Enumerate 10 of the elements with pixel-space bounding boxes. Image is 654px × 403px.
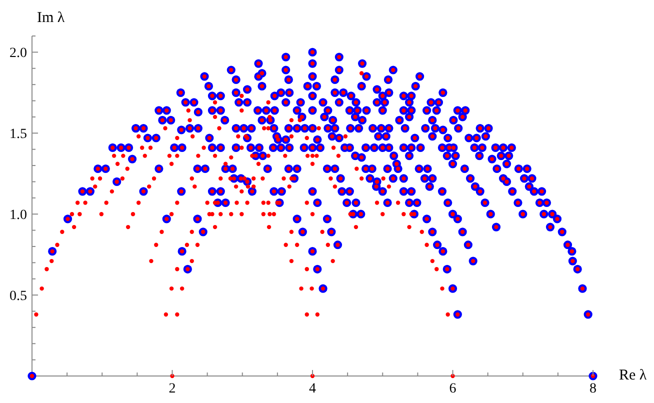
y-tick-label: 0.5 [10, 288, 27, 304]
x-tick-label: 8 [590, 382, 596, 396]
x-tick-label: 6 [449, 382, 456, 396]
x-axis-title: Re λ [619, 368, 647, 384]
y-tick-label: 1.0 [10, 208, 27, 223]
y-tick-label: 1.5 [10, 127, 27, 142]
x-tick-label: 2 [168, 382, 176, 396]
y-tick-label: 2.0 [10, 46, 27, 62]
y-axis-title: Im λ [37, 10, 65, 26]
x-tick-label: 4 [309, 382, 316, 396]
